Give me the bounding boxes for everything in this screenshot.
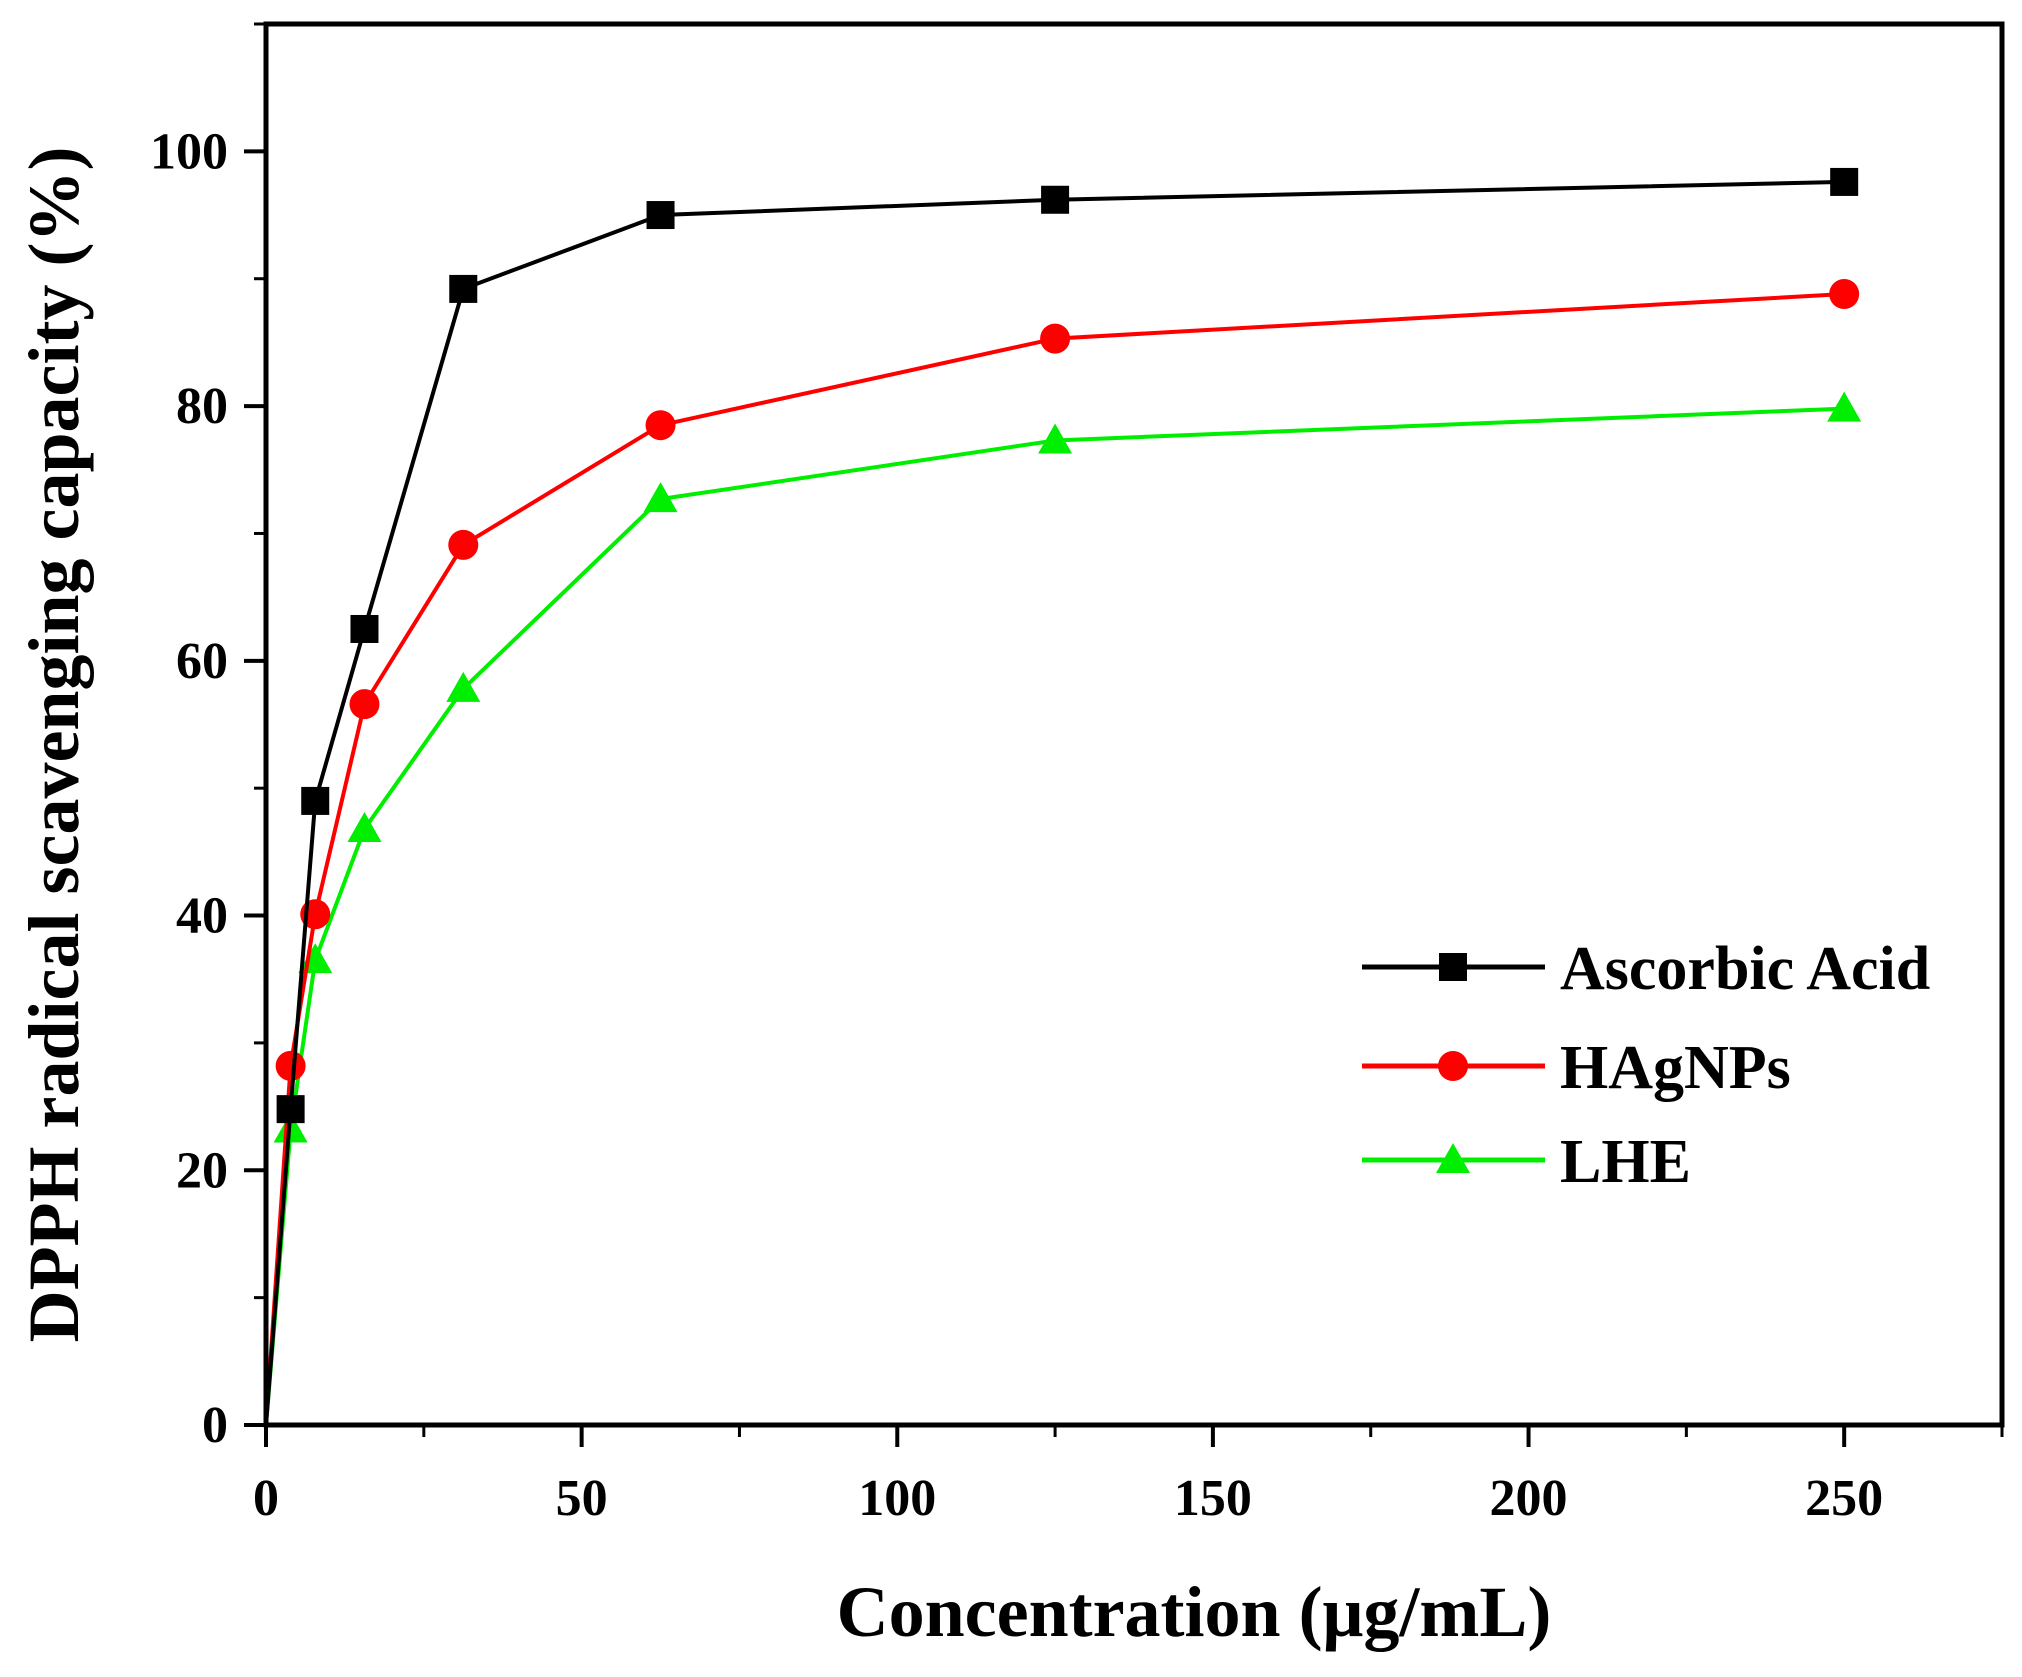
legend-label-lhe: LHE (1560, 1128, 1691, 1196)
series-line-hagnps (264, 292, 1845, 1426)
data-point-lhe (446, 671, 481, 702)
data-point-lhe (347, 811, 382, 842)
data-point-ascorbic-acid (646, 201, 675, 230)
x-tick-label: 150 (1174, 1470, 1252, 1527)
data-point-lhe (1827, 391, 1862, 422)
data-point-lhe (1038, 423, 1073, 454)
series-layer (264, 167, 1862, 1426)
legend-label-ascorbic-acid: Ascorbic Acid (1560, 935, 1930, 1003)
y-tick-label: 0 (202, 1397, 228, 1454)
x-tick-label: 200 (1490, 1470, 1568, 1527)
y-tick-label: 20 (176, 1142, 228, 1199)
legend-marker-lhe (1436, 1143, 1470, 1173)
data-point-ascorbic-acid (301, 786, 330, 815)
legend-marker-hagnps (1438, 1051, 1468, 1081)
data-point-hagnps (349, 689, 380, 720)
data-point-ascorbic-acid (276, 1095, 305, 1124)
legend-item-hagnps: HAgNPs (1362, 1034, 1791, 1102)
x-tick-label: 50 (556, 1470, 608, 1527)
data-point-hagnps (275, 1050, 306, 1081)
axis-ticks (244, 22, 2004, 1447)
series-line-ascorbic-acid (264, 179, 1845, 1426)
x-tick-label: 100 (858, 1470, 936, 1527)
data-point-ascorbic-acid (449, 274, 478, 303)
x-tick-label: 250 (1805, 1470, 1883, 1527)
legend-symbol-lhe (1436, 1143, 1470, 1173)
y-tick-label: 100 (150, 123, 228, 180)
legend-item-lhe: LHE (1362, 1128, 1691, 1196)
legend-symbol-hagnps (1438, 1051, 1468, 1081)
data-point-ascorbic-acid (1041, 185, 1070, 214)
legend-marker-ascorbic-acid (1439, 953, 1467, 981)
data-point-hagnps (645, 410, 676, 441)
x-axis-title: Concentration (μg/mL) (837, 1572, 1552, 1652)
y-tick-label: 60 (176, 633, 228, 690)
data-point-ascorbic-acid (350, 614, 379, 643)
legend: Ascorbic Acid HAgNPs LHE (1362, 935, 1930, 1196)
tick-labels: 0 50 100 150 200 250 0 20 40 60 80 100 (150, 123, 1883, 1527)
y-tick-label: 80 (176, 378, 228, 435)
series-ascorbic-acid (264, 167, 1859, 1426)
data-point-ascorbic-acid (1830, 167, 1859, 196)
plot-frame (263, 21, 2005, 1428)
legend-item-ascorbic-acid: Ascorbic Acid (1362, 935, 1930, 1003)
series-line-lhe (264, 406, 1845, 1426)
x-tick-label: 0 (253, 1470, 279, 1527)
data-point-hagnps (1040, 323, 1071, 354)
legend-label-hagnps: HAgNPs (1560, 1034, 1791, 1102)
data-point-hagnps (1829, 279, 1860, 310)
y-tick-label: 40 (176, 888, 228, 945)
data-point-lhe (643, 482, 678, 513)
y-axis-title: DPPH radical scavenging capacity (%) (14, 147, 94, 1343)
data-point-hagnps (448, 529, 479, 560)
series-lhe (264, 391, 1862, 1426)
legend-symbol-ascorbic-acid (1439, 953, 1467, 981)
